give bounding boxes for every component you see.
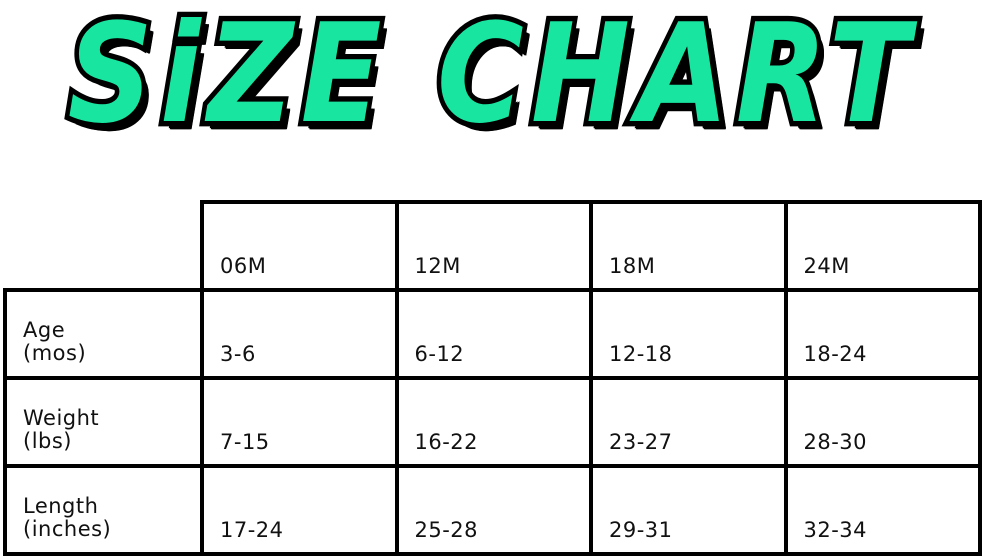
column-header-24m: 24M: [783, 200, 982, 292]
table-header-row: 06M 12M 18M 24M: [5, 200, 982, 292]
row-label-age-line2: (mos): [23, 341, 87, 366]
column-header-12m: 12M: [394, 200, 593, 292]
cell-weight-06m: 7-15: [200, 376, 399, 468]
cell-length-18m: 29-31: [589, 464, 788, 556]
row-label-weight: Weight (lbs): [3, 376, 204, 468]
cell-age-24m: 18-24: [783, 288, 982, 380]
row-label-length: Length (inches): [3, 464, 204, 556]
table-row-length: Length (inches) 17-24 25-28 29-31 32-34: [3, 464, 982, 556]
table-corner-cell: [5, 202, 202, 290]
table-row-weight: Weight (lbs) 7-15 16-22 23-27 28-30: [3, 376, 982, 468]
page-title: SiZE CHART: [0, 0, 984, 150]
table-row-age: Age (mos) 3-6 6-12 12-18 18-24: [3, 288, 982, 380]
row-label-length-line1: Length: [23, 493, 99, 518]
cell-weight-18m: 23-27: [589, 376, 788, 468]
cell-age-06m: 3-6: [200, 288, 399, 380]
row-label-weight-line2: (lbs): [23, 429, 72, 454]
cell-length-24m: 32-34: [783, 464, 982, 556]
row-label-weight-line1: Weight: [23, 405, 100, 430]
cell-length-06m: 17-24: [200, 464, 399, 556]
cell-weight-24m: 28-30: [783, 376, 982, 468]
column-header-18m: 18M: [589, 200, 788, 292]
cell-age-12m: 6-12: [394, 288, 593, 380]
column-header-06m: 06M: [200, 200, 399, 292]
cell-length-12m: 25-28: [394, 464, 593, 556]
row-label-length-line2: (inches): [23, 517, 112, 542]
cell-age-18m: 12-18: [589, 288, 788, 380]
cell-weight-12m: 16-22: [394, 376, 593, 468]
row-label-age-line1: Age: [23, 317, 66, 342]
row-label-age: Age (mos): [3, 288, 204, 380]
page-title-text: SiZE CHART: [63, 0, 917, 155]
size-chart-table: 06M 12M 18M 24M Age (mos) 3-6 6-12 12-18…: [3, 200, 982, 556]
